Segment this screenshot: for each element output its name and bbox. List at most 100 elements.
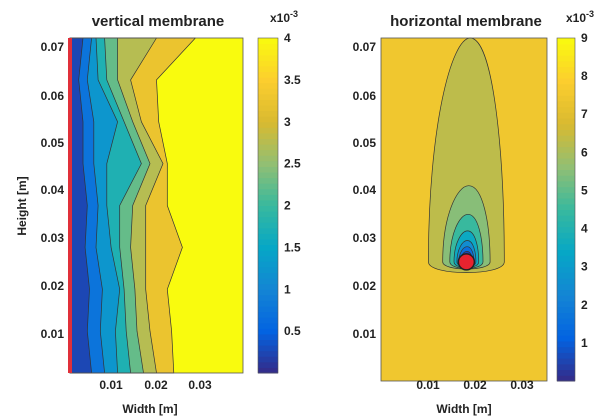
- colorbar-segment: [557, 95, 575, 102]
- plot-frame: [380, 37, 548, 382]
- colorbar-segment: [258, 239, 278, 246]
- colorbar-segment: [258, 300, 278, 307]
- colorbar-segment: [557, 238, 575, 245]
- plot-area: [69, 37, 243, 374]
- colorbar-segment: [557, 152, 575, 159]
- colorbar-segment: [258, 144, 278, 151]
- y-tick-label: 0.07: [41, 40, 65, 54]
- colorbar-segment: [557, 358, 575, 365]
- colorbar-segment: [557, 140, 575, 148]
- colorbar-segment: [258, 93, 278, 100]
- y-tick-label: 0.05: [41, 136, 65, 150]
- colorbar-segment: [258, 49, 278, 56]
- colorbar-segment: [258, 322, 278, 329]
- colorbar-segment: [557, 329, 575, 336]
- colorbar-tick-label: 1.5: [284, 240, 301, 254]
- colorbar-segment: [557, 175, 575, 182]
- colorbar-tick-label: 4: [284, 31, 291, 45]
- y-tick-label: 0.02: [353, 279, 377, 293]
- colorbar-segment: [557, 43, 575, 50]
- colorbar-segment: [258, 132, 278, 139]
- x-ticks: 0.01 0.02 0.03: [416, 378, 534, 392]
- colorbar-segment: [258, 155, 278, 162]
- colorbar-segment: [258, 306, 278, 313]
- plot-area: [381, 37, 547, 381]
- chart-title: horizontal membrane: [390, 13, 542, 30]
- colorbar-segment: [557, 375, 575, 382]
- chart-horizontal-membrane: horizontal membrane 0.07 0.06 0.05 0.04 …: [353, 9, 594, 416]
- colorbar-segment: [557, 118, 575, 125]
- colorbar-segment: [258, 244, 278, 251]
- colorbar-tick-label: 1: [284, 282, 291, 296]
- colorbar-segment: [557, 186, 575, 193]
- membrane-marker: [68, 38, 72, 373]
- y-tick-label: 0.02: [41, 279, 65, 293]
- y-tick-label: 0.01: [41, 327, 65, 341]
- colorbar-segment: [557, 158, 575, 165]
- colorbar-segment: [557, 226, 575, 233]
- colorbar-segment: [557, 192, 575, 199]
- x-tick-label: 0.03: [188, 378, 212, 392]
- colorbar-segment: [258, 311, 278, 318]
- colorbar-segment: [258, 261, 278, 268]
- colorbar-segment: [258, 166, 278, 173]
- colorbar-segment: [557, 306, 575, 313]
- colorbar-tick-label: 2.5: [284, 157, 301, 171]
- colorbar-segment: [557, 346, 575, 353]
- chart-vertical-membrane: vertical membrane 0.07 0.06 0.05 0.04 0.…: [15, 9, 301, 416]
- colorbar-segment: [557, 300, 575, 308]
- colorbar-segment: [557, 72, 575, 79]
- colorbar-segment: [258, 54, 278, 61]
- colorbar-segment: [557, 209, 575, 216]
- x-tick-label: 0.02: [144, 378, 168, 392]
- x-ticks: 0.01 0.02 0.03: [99, 378, 212, 392]
- colorbar-segment: [557, 283, 575, 291]
- colorbar-segment: [557, 352, 575, 359]
- colorbar-segment: [258, 65, 278, 72]
- x-tick-label: 0.02: [463, 378, 487, 392]
- colorbar-segment: [258, 283, 278, 290]
- colorbar-tick-label: 7: [581, 107, 588, 121]
- y-tick-label: 0.03: [353, 231, 377, 245]
- colorbar-segment: [258, 99, 278, 106]
- y-ticks: 0.07 0.06 0.05 0.04 0.03 0.02 0.01: [41, 40, 65, 341]
- colorbar-segment: [258, 266, 278, 273]
- colorbar-segment: [258, 88, 278, 95]
- colorbar-segment: [557, 312, 575, 319]
- colorbar-segment: [258, 183, 278, 190]
- colorbar-segment: [557, 323, 575, 331]
- colorbar-segment: [258, 71, 278, 78]
- colorbar-segment: [557, 260, 575, 268]
- colorbar-segment: [557, 272, 575, 279]
- colorbar-tick-label: 3.5: [284, 73, 301, 87]
- colorbar-segment: [258, 199, 278, 206]
- colorbar-segment: [258, 278, 278, 285]
- y-tick-label: 0.05: [353, 136, 377, 150]
- colorbar-segment: [557, 60, 575, 68]
- colorbar-segment: [557, 318, 575, 325]
- colorbar-segment: [258, 250, 278, 257]
- colorbar-tick-label: 3: [581, 260, 588, 274]
- colorbar-exponent: x10-3: [566, 9, 594, 25]
- x-tick-label: 0.01: [99, 378, 123, 392]
- y-tick-label: 0.01: [353, 327, 377, 341]
- colorbar-segment: [557, 295, 575, 302]
- colorbar-segment: [258, 272, 278, 279]
- colorbar-segment: [258, 294, 278, 301]
- colorbar-segment: [557, 83, 575, 90]
- colorbar-segment: [557, 278, 575, 285]
- colorbar-segment: [557, 369, 575, 376]
- colorbar-segment: [258, 227, 278, 234]
- colorbar-segment: [557, 243, 575, 251]
- y-tick-label: 0.03: [41, 231, 65, 245]
- colorbar-segment: [258, 350, 278, 357]
- chart-title: vertical membrane: [92, 13, 225, 30]
- colorbar-segment: [557, 255, 575, 262]
- colorbar-segment: [258, 127, 278, 134]
- colorbar-segment: [258, 138, 278, 145]
- colorbar-segment: [258, 222, 278, 229]
- colorbar-segment: [557, 100, 575, 108]
- colorbar-segment: [557, 106, 575, 113]
- colorbar-tick-label: 2: [581, 298, 588, 312]
